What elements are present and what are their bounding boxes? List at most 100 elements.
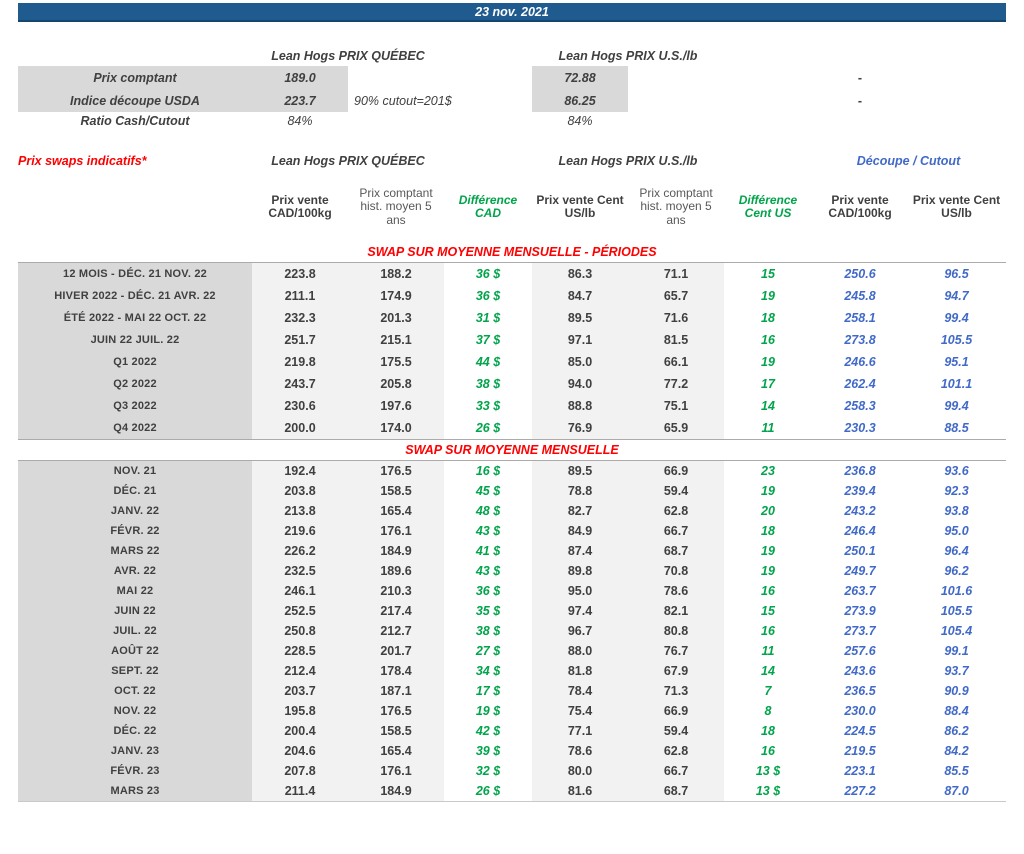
- cell-value: 273.8: [844, 333, 876, 347]
- spot-us-indice-decoupe: 86.25: [532, 89, 628, 112]
- cutout-note: 90% cutout=201$: [354, 93, 452, 108]
- cell-value: 84.7: [532, 285, 628, 307]
- cell-value: 75.4: [532, 701, 628, 721]
- cell-value: 93.6: [944, 464, 969, 478]
- column-header-spacer: [18, 174, 252, 240]
- cell-value: 84.9: [532, 521, 628, 541]
- cell-value: 26 $: [475, 421, 501, 435]
- col-header-prix-vente-us: Prix vente Cent US/lb: [536, 192, 624, 220]
- cell-value: 101.6: [940, 584, 973, 598]
- row-label: Q4 2022: [18, 417, 252, 439]
- cell-value: 189.6: [348, 561, 444, 581]
- cutout-header: Découpe / Cutout: [856, 154, 961, 168]
- cell-value: 96.4: [944, 544, 969, 558]
- cell-value: 78.4: [532, 681, 628, 701]
- cell-value: 15: [761, 267, 775, 281]
- cell-value: 203.7: [252, 681, 348, 701]
- spot-row-label-ratio: Ratio Cash/Cutout: [80, 114, 190, 128]
- cell-value: 192.4: [252, 461, 348, 481]
- cell-value: 78.6: [628, 581, 724, 601]
- cell-value: 65.9: [628, 417, 724, 439]
- cell-value: 76.9: [532, 417, 628, 439]
- spot-qc-ratio: 84%: [287, 114, 313, 128]
- cell-value: 71.6: [628, 307, 724, 329]
- cell-value: 39 $: [475, 744, 501, 758]
- cell-value: 38 $: [475, 377, 501, 391]
- date-banner: 23 nov. 2021: [18, 3, 1006, 22]
- cell-value: 43 $: [475, 524, 501, 538]
- spot-qc-prix-comptant: 189.0: [252, 66, 348, 89]
- spot-row-label-indice-decoupe: Indice découpe USDA: [18, 89, 252, 112]
- cell-value: 68.7: [628, 541, 724, 561]
- row-label: SEPT. 22: [18, 661, 252, 681]
- swaps-title: Prix swaps indicatifs*: [18, 154, 147, 168]
- cell-value: 165.4: [348, 501, 444, 521]
- cell-value: 11: [761, 644, 775, 658]
- cell-value: 85.0: [532, 351, 628, 373]
- cell-value: 44 $: [475, 355, 501, 369]
- col-header-prix-vente-cad: Prix vente CAD/100kg: [268, 192, 332, 220]
- cell-value: 227.2: [844, 784, 876, 798]
- cell-value: 66.7: [628, 761, 724, 781]
- cell-value: 80.0: [532, 761, 628, 781]
- spot-dash-1: -: [857, 70, 863, 85]
- cell-value: 17: [761, 377, 775, 391]
- cell-value: 197.6: [348, 395, 444, 417]
- cell-value: 76.7: [628, 641, 724, 661]
- row-label: 12 MOIS - DÉC. 21 NOV. 22: [18, 263, 252, 285]
- cell-value: 246.6: [844, 355, 876, 369]
- row-label: JANV. 23: [18, 741, 252, 761]
- cell-value: 59.4: [628, 481, 724, 501]
- cell-value: 41 $: [475, 544, 501, 558]
- cell-value: 205.8: [348, 373, 444, 395]
- cell-value: 99.4: [944, 399, 969, 413]
- cell-value: 13 $: [755, 784, 781, 798]
- cell-value: 92.3: [944, 484, 969, 498]
- cell-value: 37 $: [475, 333, 501, 347]
- cell-value: 96.2: [944, 564, 969, 578]
- report-date: 23 nov. 2021: [475, 4, 549, 19]
- cell-value: 105.4: [940, 624, 973, 638]
- cell-value: 219.8: [252, 351, 348, 373]
- cell-value: 230.0: [844, 704, 876, 718]
- cell-value: 16: [761, 624, 775, 638]
- cell-value: 219.5: [844, 744, 876, 758]
- row-label: JUIL. 22: [18, 621, 252, 641]
- cell-value: 94.7: [944, 289, 969, 303]
- row-label: DÉC. 22: [18, 721, 252, 741]
- cell-value: 66.7: [628, 521, 724, 541]
- swap-rows-section-0: 12 MOIS - DÉC. 21 NOV. 22 223.8 188.2 36 $ 8…: [18, 262, 1006, 440]
- cell-value: 88.0: [532, 641, 628, 661]
- cell-value: 94.0: [532, 373, 628, 395]
- swaps-quebec-header: Lean Hogs PRIX QUÉBEC: [271, 154, 425, 168]
- row-label: Q1 2022: [18, 351, 252, 373]
- cell-value: 250.6: [844, 267, 876, 281]
- cell-value: 88.5: [944, 421, 969, 435]
- cell-value: 16 $: [475, 464, 501, 478]
- cell-value: 43 $: [475, 564, 501, 578]
- swap-rows-section-1: NOV. 21 192.4 176.5 16 $89.5 66.9 23 236.8 93.6…: [18, 460, 1006, 802]
- cell-value: 243.7: [252, 373, 348, 395]
- cell-value: 36 $: [475, 289, 501, 303]
- cell-value: 273.7: [844, 624, 876, 638]
- cell-value: 84.2: [944, 744, 969, 758]
- row-label: MARS 23: [18, 781, 252, 801]
- cell-value: 219.6: [252, 521, 348, 541]
- cell-value: 26 $: [475, 784, 501, 798]
- cell-value: 165.4: [348, 741, 444, 761]
- cell-value: 14: [761, 399, 775, 413]
- row-label: NOV. 21: [18, 461, 252, 481]
- cell-value: 175.5: [348, 351, 444, 373]
- cell-value: 217.4: [348, 601, 444, 621]
- cell-value: 250.1: [844, 544, 876, 558]
- cell-value: 89.5: [532, 307, 628, 329]
- cell-value: 207.8: [252, 761, 348, 781]
- cell-value: 19 $: [475, 704, 501, 718]
- cell-value: 13 $: [755, 764, 781, 778]
- row-label: FÉVR. 22: [18, 521, 252, 541]
- cell-value: 201.7: [348, 641, 444, 661]
- cell-value: 14: [761, 664, 775, 678]
- cell-value: 85.5: [944, 764, 969, 778]
- cell-value: 211.4: [252, 781, 348, 801]
- cell-value: 223.1: [844, 764, 876, 778]
